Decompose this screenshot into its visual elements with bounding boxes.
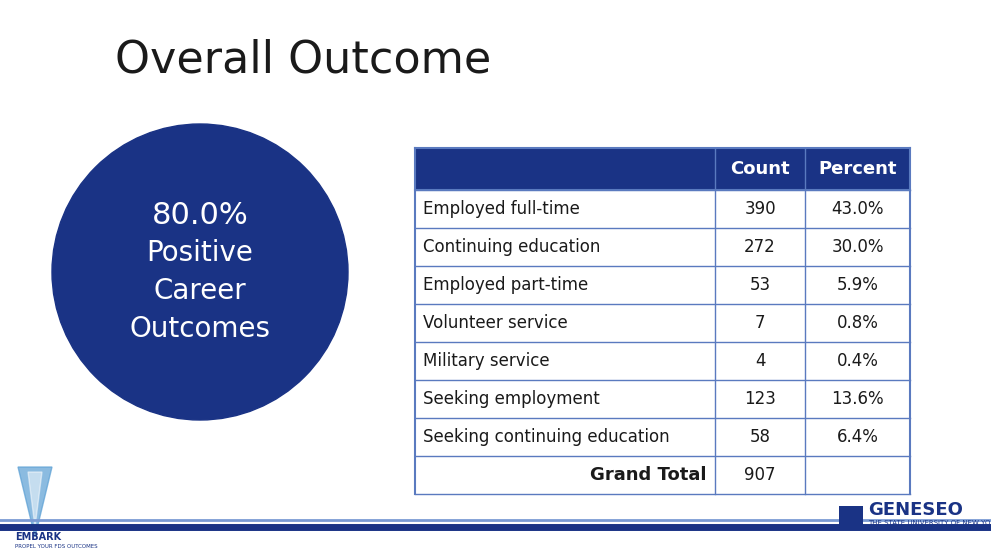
Text: Employed full-time: Employed full-time xyxy=(423,200,580,218)
Text: Overall Outcome: Overall Outcome xyxy=(115,38,492,81)
FancyBboxPatch shape xyxy=(415,380,910,418)
FancyBboxPatch shape xyxy=(415,342,910,380)
Text: Career: Career xyxy=(154,277,247,305)
Text: 7: 7 xyxy=(755,314,765,332)
Polygon shape xyxy=(28,472,42,527)
Text: GENESEO: GENESEO xyxy=(868,501,963,519)
FancyBboxPatch shape xyxy=(415,418,910,456)
Text: 43.0%: 43.0% xyxy=(831,200,884,218)
Text: Seeking employment: Seeking employment xyxy=(423,390,600,408)
Text: 5.9%: 5.9% xyxy=(836,276,878,294)
FancyBboxPatch shape xyxy=(415,190,910,228)
Text: Positive: Positive xyxy=(147,239,254,267)
Text: 80.0%: 80.0% xyxy=(152,201,249,229)
Text: Continuing education: Continuing education xyxy=(423,238,601,256)
Text: Percent: Percent xyxy=(819,160,897,178)
FancyBboxPatch shape xyxy=(415,266,910,304)
Text: Military service: Military service xyxy=(423,352,550,370)
Text: THE STATE UNIVERSITY OF NEW YORK: THE STATE UNIVERSITY OF NEW YORK xyxy=(868,520,991,526)
Text: 13.6%: 13.6% xyxy=(831,390,884,408)
FancyBboxPatch shape xyxy=(415,456,910,494)
Text: Count: Count xyxy=(730,160,790,178)
FancyBboxPatch shape xyxy=(415,304,910,342)
Text: Volunteer service: Volunteer service xyxy=(423,314,568,332)
FancyBboxPatch shape xyxy=(415,228,910,266)
Text: 390: 390 xyxy=(744,200,776,218)
Text: Grand Total: Grand Total xyxy=(591,466,707,484)
FancyBboxPatch shape xyxy=(839,506,863,530)
Text: PROPEL YOUR FDS OUTCOMES: PROPEL YOUR FDS OUTCOMES xyxy=(15,544,98,549)
Text: Outcomes: Outcomes xyxy=(130,315,271,343)
Text: 907: 907 xyxy=(744,466,776,484)
Text: 0.4%: 0.4% xyxy=(836,352,878,370)
Text: 30.0%: 30.0% xyxy=(831,238,884,256)
Text: 0.8%: 0.8% xyxy=(836,314,878,332)
Text: 4: 4 xyxy=(755,352,765,370)
Text: 58: 58 xyxy=(749,428,770,446)
Text: 53: 53 xyxy=(749,276,771,294)
Text: 6.4%: 6.4% xyxy=(836,428,878,446)
FancyBboxPatch shape xyxy=(415,148,910,190)
Text: EMBARK: EMBARK xyxy=(15,532,61,542)
Polygon shape xyxy=(18,467,52,537)
Text: Employed part-time: Employed part-time xyxy=(423,276,589,294)
Text: 123: 123 xyxy=(744,390,776,408)
Text: 272: 272 xyxy=(744,238,776,256)
Text: Seeking continuing education: Seeking continuing education xyxy=(423,428,670,446)
Circle shape xyxy=(52,124,348,420)
